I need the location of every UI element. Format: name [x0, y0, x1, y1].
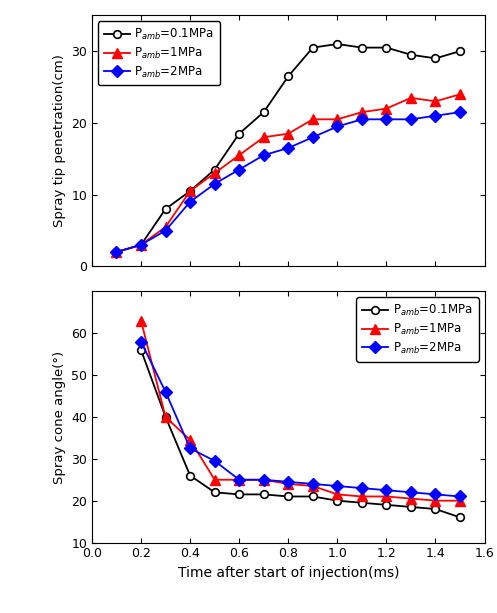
P$_{amb}$=1MPa: [212, 169, 218, 177]
P$_{amb}$=1MPa: [408, 94, 414, 102]
P$_{amb}$=0.1MPa: [359, 44, 365, 51]
P$_{amb}$=0.1MPa: [261, 491, 267, 498]
P$_{amb}$=1MPa: [261, 476, 267, 484]
P$_{amb}$=0.1MPa: [408, 503, 414, 511]
P$_{amb}$=2MPa: [457, 109, 463, 116]
P$_{amb}$=1MPa: [236, 151, 242, 159]
P$_{amb}$=1MPa: [457, 91, 463, 98]
P$_{amb}$=2MPa: [163, 388, 168, 395]
P$_{amb}$=0.1MPa: [432, 505, 438, 512]
P$_{amb}$=2MPa: [138, 338, 144, 345]
Line: P$_{amb}$=0.1MPa: P$_{amb}$=0.1MPa: [113, 40, 464, 256]
P$_{amb}$=1MPa: [457, 497, 463, 504]
P$_{amb}$=2MPa: [384, 116, 390, 123]
P$_{amb}$=2MPa: [359, 116, 365, 123]
P$_{amb}$=1MPa: [432, 497, 438, 504]
P$_{amb}$=2MPa: [310, 134, 316, 141]
P$_{amb}$=2MPa: [408, 489, 414, 496]
X-axis label: Time after start of injection(ms): Time after start of injection(ms): [177, 566, 399, 580]
P$_{amb}$=2MPa: [408, 116, 414, 123]
P$_{amb}$=2MPa: [236, 476, 242, 484]
P$_{amb}$=0.1MPa: [138, 241, 144, 248]
P$_{amb}$=2MPa: [212, 180, 218, 188]
P$_{amb}$=0.1MPa: [457, 514, 463, 521]
P$_{amb}$=2MPa: [334, 123, 340, 130]
Line: P$_{amb}$=1MPa: P$_{amb}$=1MPa: [112, 89, 465, 256]
P$_{amb}$=0.1MPa: [187, 472, 193, 479]
P$_{amb}$=0.1MPa: [384, 44, 390, 51]
P$_{amb}$=1MPa: [163, 223, 168, 230]
P$_{amb}$=1MPa: [285, 480, 291, 487]
P$_{amb}$=0.1MPa: [457, 48, 463, 55]
P$_{amb}$=1MPa: [334, 491, 340, 498]
P$_{amb}$=1MPa: [187, 188, 193, 195]
P$_{amb}$=0.1MPa: [310, 493, 316, 500]
P$_{amb}$=1MPa: [261, 134, 267, 141]
P$_{amb}$=2MPa: [261, 476, 267, 484]
P$_{amb}$=1MPa: [310, 482, 316, 490]
P$_{amb}$=2MPa: [432, 112, 438, 120]
P$_{amb}$=1MPa: [310, 116, 316, 123]
P$_{amb}$=0.1MPa: [334, 497, 340, 504]
P$_{amb}$=0.1MPa: [236, 491, 242, 498]
Line: P$_{amb}$=1MPa: P$_{amb}$=1MPa: [137, 316, 465, 505]
P$_{amb}$=0.1MPa: [408, 51, 414, 58]
P$_{amb}$=0.1MPa: [359, 499, 365, 506]
P$_{amb}$=2MPa: [285, 144, 291, 151]
P$_{amb}$=0.1MPa: [285, 72, 291, 80]
P$_{amb}$=1MPa: [212, 476, 218, 484]
P$_{amb}$=1MPa: [285, 130, 291, 137]
P$_{amb}$=1MPa: [334, 116, 340, 123]
P$_{amb}$=2MPa: [113, 248, 119, 256]
P$_{amb}$=2MPa: [138, 241, 144, 248]
P$_{amb}$=2MPa: [212, 457, 218, 465]
P$_{amb}$=0.1MPa: [212, 489, 218, 496]
P$_{amb}$=0.1MPa: [310, 44, 316, 51]
P$_{amb}$=1MPa: [138, 317, 144, 324]
P$_{amb}$=0.1MPa: [285, 493, 291, 500]
P$_{amb}$=0.1MPa: [384, 501, 390, 509]
P$_{amb}$=1MPa: [163, 413, 168, 421]
P$_{amb}$=2MPa: [261, 151, 267, 159]
P$_{amb}$=0.1MPa: [138, 346, 144, 354]
P$_{amb}$=0.1MPa: [334, 40, 340, 48]
Line: P$_{amb}$=2MPa: P$_{amb}$=2MPa: [112, 108, 464, 256]
P$_{amb}$=2MPa: [163, 227, 168, 234]
P$_{amb}$=2MPa: [236, 166, 242, 173]
P$_{amb}$=1MPa: [359, 109, 365, 116]
P$_{amb}$=2MPa: [334, 482, 340, 490]
Legend: P$_{amb}$=0.1MPa, P$_{amb}$=1MPa, P$_{amb}$=2MPa: P$_{amb}$=0.1MPa, P$_{amb}$=1MPa, P$_{am…: [98, 21, 220, 85]
P$_{amb}$=0.1MPa: [163, 413, 168, 421]
P$_{amb}$=2MPa: [187, 198, 193, 205]
P$_{amb}$=2MPa: [432, 491, 438, 498]
P$_{amb}$=0.1MPa: [163, 205, 168, 213]
P$_{amb}$=2MPa: [310, 480, 316, 487]
P$_{amb}$=2MPa: [285, 478, 291, 485]
P$_{amb}$=1MPa: [432, 97, 438, 105]
P$_{amb}$=0.1MPa: [113, 248, 119, 256]
Line: P$_{amb}$=2MPa: P$_{amb}$=2MPa: [137, 338, 464, 501]
P$_{amb}$=0.1MPa: [212, 166, 218, 173]
P$_{amb}$=2MPa: [384, 487, 390, 494]
P$_{amb}$=1MPa: [236, 476, 242, 484]
P$_{amb}$=1MPa: [384, 493, 390, 500]
Legend: P$_{amb}$=0.1MPa, P$_{amb}$=1MPa, P$_{amb}$=2MPa: P$_{amb}$=0.1MPa, P$_{amb}$=1MPa, P$_{am…: [356, 297, 479, 362]
P$_{amb}$=1MPa: [384, 105, 390, 112]
P$_{amb}$=0.1MPa: [261, 109, 267, 116]
P$_{amb}$=1MPa: [113, 248, 119, 256]
P$_{amb}$=0.1MPa: [432, 55, 438, 62]
Y-axis label: Spray cone angle(°): Spray cone angle(°): [53, 351, 66, 484]
Y-axis label: Spray tip penetration(cm): Spray tip penetration(cm): [53, 55, 66, 227]
Line: P$_{amb}$=0.1MPa: P$_{amb}$=0.1MPa: [137, 346, 464, 521]
P$_{amb}$=2MPa: [359, 484, 365, 492]
P$_{amb}$=0.1MPa: [236, 130, 242, 137]
P$_{amb}$=2MPa: [457, 493, 463, 500]
P$_{amb}$=1MPa: [138, 241, 144, 248]
P$_{amb}$=1MPa: [187, 436, 193, 444]
P$_{amb}$=1MPa: [408, 495, 414, 502]
P$_{amb}$=2MPa: [187, 444, 193, 452]
P$_{amb}$=0.1MPa: [187, 188, 193, 195]
P$_{amb}$=1MPa: [359, 493, 365, 500]
